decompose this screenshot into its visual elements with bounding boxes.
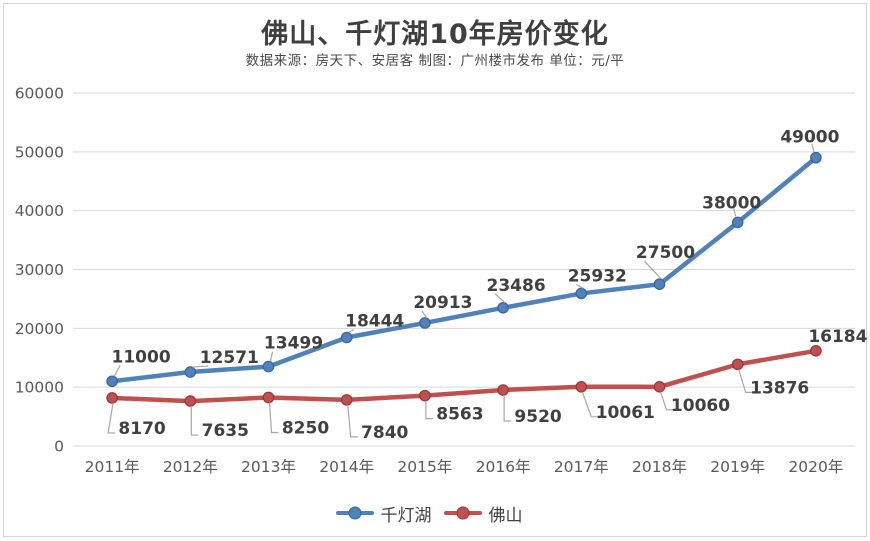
data-label: 27500	[636, 243, 695, 263]
legend-label: 千灯湖	[380, 505, 432, 526]
data-label: 10061	[596, 403, 655, 423]
data-label: 9520	[514, 407, 561, 427]
leader-line	[268, 402, 279, 434]
leader-line	[659, 391, 674, 411]
x-tick-label: 2017年	[554, 458, 609, 476]
data-label: 11000	[112, 347, 171, 367]
legend-marker-swatch	[348, 506, 361, 520]
data-label: 16184	[808, 327, 867, 347]
y-tick-label: 40000	[15, 202, 64, 220]
x-tick-label: 2016年	[476, 458, 531, 476]
data-label: 7840	[361, 423, 408, 443]
data-point	[262, 360, 275, 373]
data-point	[184, 366, 197, 378]
x-tick-label: 2020年	[788, 458, 843, 476]
data-label: 20913	[413, 293, 472, 313]
x-tick-label: 2011年	[85, 458, 140, 476]
leader-line	[425, 400, 433, 420]
data-point	[340, 331, 353, 344]
leader-line	[811, 143, 815, 152]
data-label: 7635	[202, 421, 249, 441]
data-label: 8250	[282, 418, 329, 438]
data-point	[575, 287, 588, 300]
leader-line	[576, 283, 584, 289]
series-line-1	[109, 348, 819, 404]
data-point	[575, 381, 588, 393]
legend-line-swatch	[335, 506, 374, 520]
leader-line	[494, 293, 506, 304]
data-label: 49000	[780, 128, 839, 148]
data-point	[653, 381, 666, 393]
leader-line	[269, 351, 274, 362]
data-point	[106, 392, 118, 404]
data-point	[184, 395, 197, 407]
series-line-0	[109, 155, 819, 384]
legend-label: 佛山	[488, 505, 523, 526]
leader-line	[733, 208, 737, 217]
data-label: 10060	[671, 396, 730, 416]
leader-line	[107, 402, 116, 434]
data-label: 23486	[487, 276, 546, 296]
x-tick-label: 2012年	[163, 458, 218, 476]
data-point	[106, 375, 118, 388]
leader-line	[192, 365, 209, 368]
y-tick-label: 50000	[15, 143, 64, 161]
leader-line	[738, 369, 753, 393]
data-label: 25932	[568, 266, 627, 286]
x-tick-label: 2015年	[397, 458, 452, 476]
data-point	[419, 389, 431, 402]
data-point	[262, 391, 275, 404]
data-point	[340, 394, 353, 406]
legend-line-swatch	[443, 506, 482, 520]
data-point	[810, 344, 822, 357]
data-label: 13499	[264, 334, 323, 354]
leader-line	[113, 364, 121, 377]
y-tick-label: 20000	[15, 320, 64, 338]
legend: 千灯湖 佛山	[0, 500, 870, 526]
data-label: 12571	[200, 348, 259, 368]
data-label: 13876	[750, 378, 809, 398]
y-tick-label: 60000	[15, 85, 64, 103]
data-point	[653, 278, 666, 291]
legend-marker-swatch	[456, 506, 469, 520]
data-point	[810, 151, 822, 164]
data-point	[419, 317, 431, 329]
x-tick-label: 2013年	[241, 458, 296, 476]
leader-line	[348, 328, 355, 334]
data-point	[497, 302, 509, 314]
data-point	[497, 384, 509, 396]
x-tick-label: 2014年	[319, 458, 374, 476]
leader-line	[421, 310, 428, 319]
leader-line	[347, 404, 358, 438]
y-tick-label: 0	[54, 438, 64, 456]
data-label: 18444	[345, 311, 404, 331]
leader-line	[503, 394, 512, 422]
y-tick-label: 10000	[15, 379, 64, 397]
legend-item-0: 千灯湖	[335, 501, 444, 526]
data-point	[731, 216, 744, 229]
data-label: 8170	[118, 419, 165, 439]
data-point	[731, 358, 744, 371]
y-tick-label: 30000	[15, 261, 64, 279]
chart-title: 佛山、千灯湖10年房价变化	[261, 19, 609, 50]
data-label: 38000	[702, 193, 761, 213]
legend-item-1: 佛山	[443, 501, 535, 526]
x-tick-label: 2018年	[632, 458, 687, 476]
data-label: 8563	[436, 405, 483, 425]
chart-subtitle: 数据来源：房天下、安居客 制图：广州楼市发布 单位：元/平	[245, 53, 625, 69]
leader-line	[581, 391, 599, 418]
leader-line	[190, 406, 199, 436]
x-tick-label: 2019年	[710, 458, 765, 476]
leader-line	[644, 260, 662, 280]
